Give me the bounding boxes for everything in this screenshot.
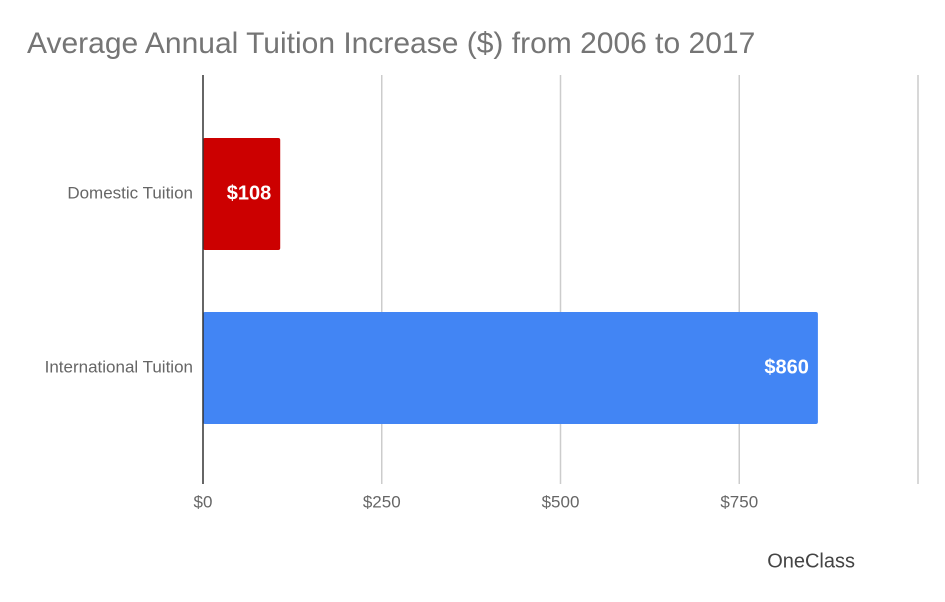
bar bbox=[203, 138, 281, 250]
x-tick-label: $500 bbox=[542, 492, 580, 511]
value-label: $108 bbox=[227, 182, 272, 204]
bar bbox=[203, 312, 818, 424]
x-tick-label: $0 bbox=[194, 492, 213, 511]
x-tick-label: $250 bbox=[363, 492, 401, 511]
value-label: $860 bbox=[764, 356, 809, 378]
y-tick-label: International Tuition bbox=[45, 357, 193, 376]
y-tick-label: Domestic Tuition bbox=[67, 183, 193, 202]
x-tick-label: $750 bbox=[720, 492, 758, 511]
chart-title: Average Annual Tuition Increase ($) from… bbox=[27, 27, 755, 60]
watermark: OneClass bbox=[767, 550, 855, 572]
